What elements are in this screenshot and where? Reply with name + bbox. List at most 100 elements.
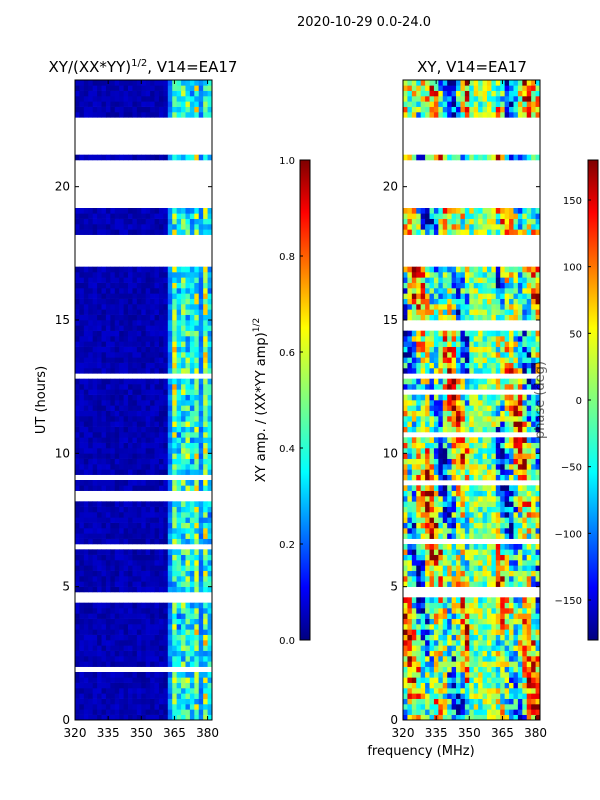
heatmap-cell	[447, 544, 453, 550]
heatmap-cell	[88, 528, 94, 534]
heatmap-cell	[433, 629, 439, 635]
heatmap-cell	[433, 501, 439, 507]
heatmap-cell	[482, 474, 488, 481]
heatmap-cell	[92, 304, 98, 310]
heatmap-cell	[504, 704, 510, 710]
heatmap-cell	[495, 544, 501, 550]
heatmap-cell	[442, 693, 448, 699]
heatmap-cell	[97, 90, 102, 97]
heatmap-cell	[207, 570, 213, 577]
heatmap-cell	[105, 576, 111, 582]
heatmap-cell	[535, 464, 541, 470]
heatmap-cell	[207, 410, 213, 417]
heatmap-cell	[172, 672, 178, 678]
heatmap-cell	[154, 282, 160, 289]
heatmap-cell	[425, 565, 430, 571]
heatmap-cell	[411, 698, 417, 705]
heatmap-cell	[513, 448, 519, 454]
heatmap-cell	[110, 389, 116, 395]
heatmap-cell	[442, 613, 448, 619]
heatmap-cell	[517, 501, 523, 507]
heatmap-cell	[407, 469, 413, 475]
heatmap-cell	[172, 480, 178, 486]
heatmap-cell	[83, 517, 89, 523]
heatmap-cell	[438, 336, 444, 342]
heatmap-cell	[154, 576, 160, 582]
heatmap-cell	[92, 576, 98, 582]
heatmap-cell	[150, 101, 155, 107]
heatmap-cell	[176, 501, 182, 507]
heatmap-cell	[403, 421, 408, 427]
heatmap-cell	[97, 101, 102, 107]
heatmap-cell	[110, 682, 116, 689]
heatmap-cell	[535, 400, 541, 406]
heatmap-cell	[114, 112, 120, 118]
heatmap-cell	[535, 704, 541, 710]
heatmap-cell	[469, 560, 475, 566]
heatmap-cell	[438, 533, 444, 539]
heatmap-cell	[513, 336, 519, 342]
heatmap-cell	[132, 426, 138, 433]
heatmap-cell	[92, 330, 98, 337]
heatmap-cell	[119, 330, 125, 337]
heatmap-cell	[105, 581, 111, 587]
heatmap-cell	[531, 677, 536, 683]
heatmap-cell	[442, 506, 448, 513]
heatmap-cell	[500, 501, 506, 507]
heatmap-cell	[128, 533, 133, 539]
heatmap-cell	[97, 218, 102, 225]
heatmap-cell	[442, 634, 448, 641]
heatmap-cell	[433, 650, 439, 657]
heatmap-cell	[491, 661, 497, 667]
heatmap-cell	[442, 416, 448, 422]
heatmap-cell	[167, 698, 173, 705]
heatmap-cell	[123, 320, 129, 326]
heatmap-cell	[101, 400, 107, 406]
heatmap-cell	[150, 634, 155, 641]
heatmap-cell	[451, 634, 457, 641]
heatmap-cell	[482, 405, 488, 411]
heatmap-cell	[105, 272, 111, 278]
heatmap-cell	[194, 512, 200, 518]
heatmap-cell	[429, 442, 435, 449]
heatmap-cell	[158, 624, 164, 630]
heatmap-cell	[407, 709, 413, 715]
heatmap-cell	[181, 405, 186, 411]
heatmap-cell	[460, 458, 466, 465]
heatmap-cell	[176, 688, 182, 694]
heatmap-cell	[504, 309, 510, 315]
heatmap-cell	[194, 506, 200, 513]
heatmap-cell	[79, 421, 85, 427]
heatmap-cell	[531, 709, 536, 715]
heatmap-cell	[425, 453, 430, 459]
heatmap-cell	[420, 442, 426, 449]
heatmap-cell	[482, 650, 488, 657]
heatmap-cell	[101, 453, 107, 459]
heatmap-cell	[132, 218, 138, 225]
heatmap-cell	[150, 629, 155, 635]
heatmap-cell	[194, 682, 200, 689]
heatmap-cell	[456, 400, 461, 406]
heatmap-cell	[105, 304, 111, 310]
heatmap-cell	[526, 469, 532, 475]
heatmap-cell	[141, 106, 147, 113]
heatmap-cell	[416, 346, 422, 353]
heatmap-cell	[513, 693, 519, 699]
heatmap-cell	[535, 336, 541, 342]
heatmap-cell	[128, 266, 133, 273]
heatmap-cell	[132, 682, 138, 689]
heatmap-cell	[79, 480, 85, 486]
heatmap-cell	[517, 528, 523, 534]
heatmap-cell	[167, 314, 173, 321]
heatmap-cell	[416, 336, 422, 342]
heatmap-cell	[172, 538, 178, 545]
heatmap-cell	[491, 554, 497, 561]
heatmap-cell	[203, 426, 208, 433]
heatmap-cell	[163, 298, 169, 305]
heatmap-cell	[110, 154, 116, 161]
heatmap-cell	[429, 448, 435, 454]
heatmap-cell	[504, 522, 510, 529]
heatmap-cell	[141, 602, 147, 609]
heatmap-cell	[203, 218, 208, 225]
heatmap-cell	[123, 469, 129, 475]
